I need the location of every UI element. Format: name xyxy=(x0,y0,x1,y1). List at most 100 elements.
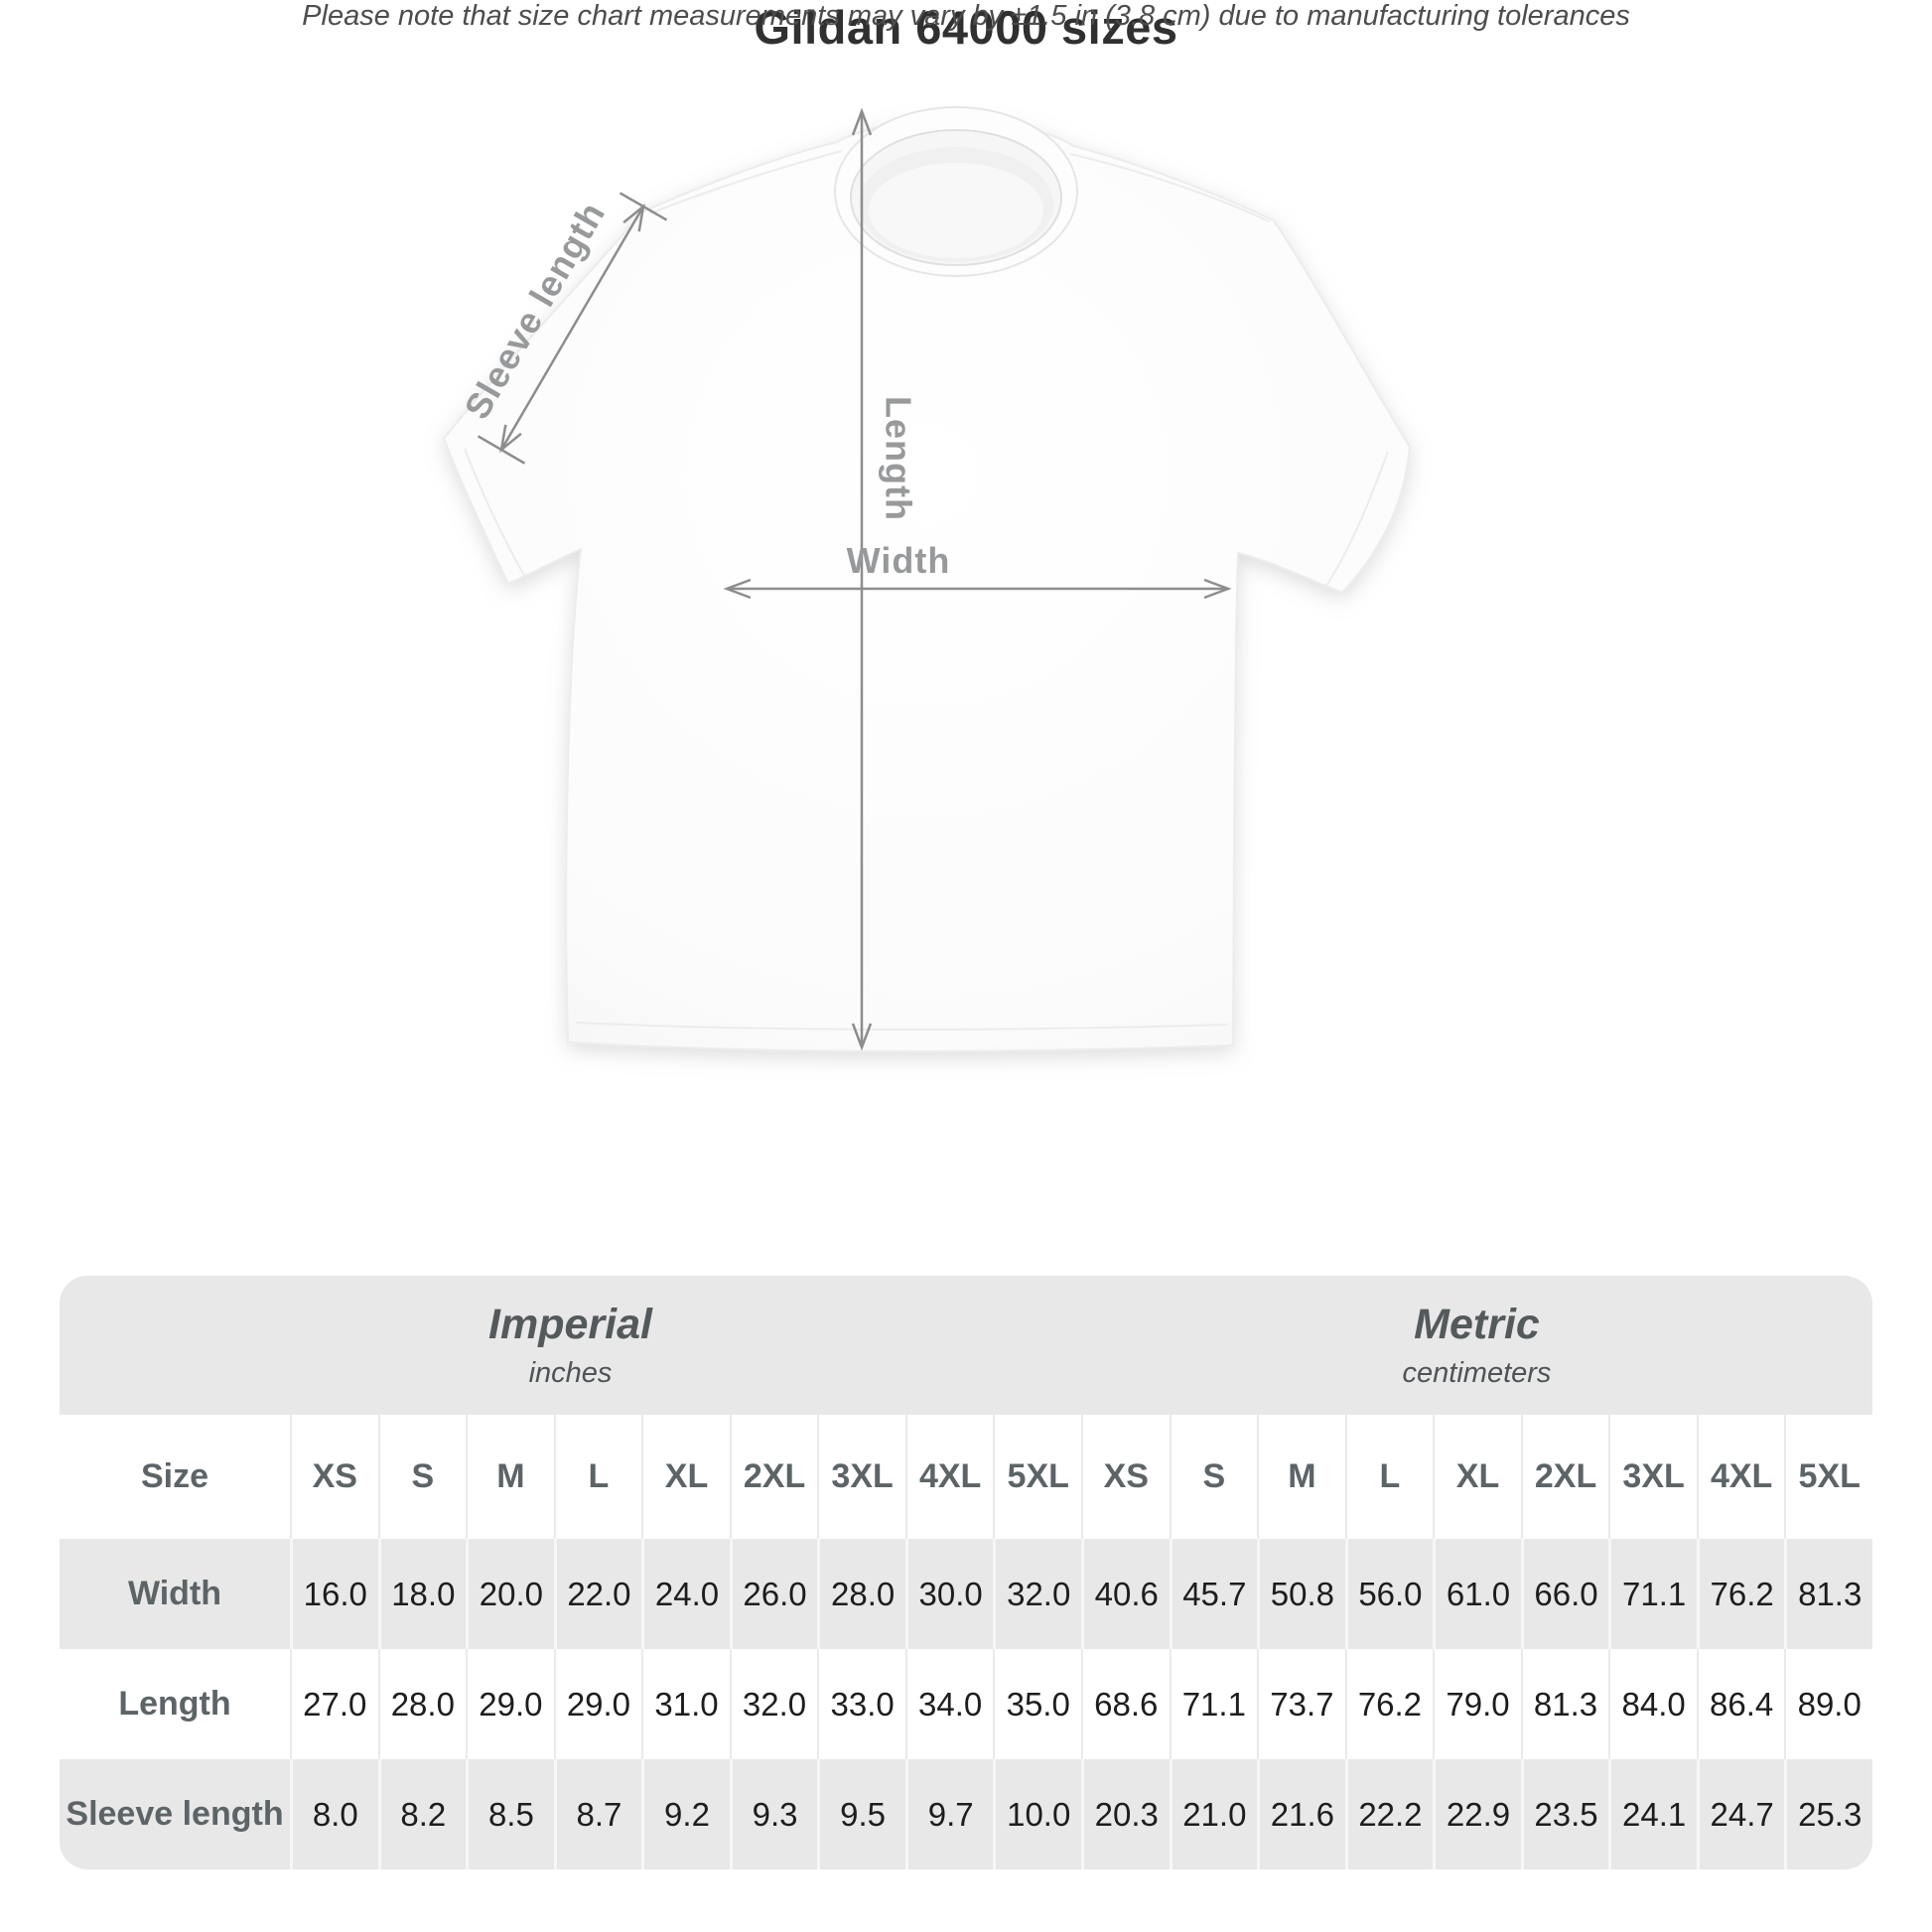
right-cuff-seam xyxy=(1325,451,1389,587)
width-metric-value: 81.3 xyxy=(1784,1539,1872,1649)
width-imperial-value: 18.0 xyxy=(377,1539,467,1649)
sleeve-length-metric-value: 21.0 xyxy=(1169,1759,1258,1869)
size-table-grid: Imperial inches Metric centimeters Size X… xyxy=(60,1276,1872,1869)
row-label-sleeve-length: Sleeve length xyxy=(60,1759,290,1869)
length-imperial-value: 27.0 xyxy=(290,1649,378,1759)
size-header-metric-s: S xyxy=(1169,1415,1258,1539)
length-imperial-value: 29.0 xyxy=(466,1649,554,1759)
left-cuff-seam xyxy=(464,448,527,580)
size-header-metric-2xl: 2XL xyxy=(1520,1415,1609,1539)
tshirt-figure: Length Width Sleeve length xyxy=(442,106,1412,1052)
row-label-length: Length xyxy=(60,1649,290,1759)
size-header-metric-5xl: 5XL xyxy=(1784,1415,1872,1539)
sleeve-length-metric-value: 21.6 xyxy=(1257,1759,1345,1869)
sleeve-length-metric-value: 20.3 xyxy=(1081,1759,1170,1869)
sleeve-length-imperial-value: 9.7 xyxy=(904,1759,994,1869)
size-header-imperial-s: S xyxy=(377,1415,467,1539)
left-shoulder-seam xyxy=(649,150,843,214)
width-metric-value: 71.1 xyxy=(1608,1539,1697,1649)
length-metric-value: 73.7 xyxy=(1257,1649,1345,1759)
size-header-imperial-4xl: 4XL xyxy=(904,1415,994,1539)
sleeve-length-imperial-value: 8.7 xyxy=(553,1759,642,1869)
length-imperial-value: 29.0 xyxy=(553,1649,642,1759)
sleeve-length-imperial-value: 8.2 xyxy=(377,1759,467,1869)
length-imperial-value: 33.0 xyxy=(817,1649,905,1759)
width-label: Width xyxy=(847,540,951,581)
sleeve-length-metric-value: 25.3 xyxy=(1784,1759,1872,1869)
length-imperial-value: 31.0 xyxy=(641,1649,730,1759)
sleeve-length-metric-value: 24.1 xyxy=(1608,1759,1697,1869)
imperial-label: Imperial xyxy=(488,1301,652,1348)
width-imperial-value: 32.0 xyxy=(993,1539,1081,1649)
length-imperial-value: 32.0 xyxy=(729,1649,818,1759)
size-column-header: Size xyxy=(60,1415,290,1539)
sleeve-length-metric-value: 22.9 xyxy=(1433,1759,1521,1869)
width-imperial-value: 22.0 xyxy=(553,1539,642,1649)
size-header-metric-m: M xyxy=(1257,1415,1345,1539)
width-imperial-value: 24.0 xyxy=(641,1539,730,1649)
tolerance-note: Please note that size chart measurements… xyxy=(302,0,1630,32)
width-metric-value: 50.8 xyxy=(1257,1539,1345,1649)
width-metric-value: 66.0 xyxy=(1520,1539,1609,1649)
tshirt-body xyxy=(442,119,1412,1052)
sleeve-arrow-end-tick xyxy=(619,192,668,221)
sleeve-length-imperial-value: 9.3 xyxy=(729,1759,818,1869)
metric-unit-label: centimeters xyxy=(1402,1357,1552,1389)
sleeve-length-metric-value: 23.5 xyxy=(1520,1759,1609,1869)
size-header-imperial-5xl: 5XL xyxy=(993,1415,1081,1539)
size-header-imperial-3xl: 3XL xyxy=(817,1415,905,1539)
size-header-imperial-2xl: 2XL xyxy=(729,1415,818,1539)
right-shoulder-seam xyxy=(1069,153,1270,222)
sleeve-length-arrow xyxy=(477,192,668,465)
size-header-metric-xl: XL xyxy=(1433,1415,1521,1539)
size-header-imperial-m: M xyxy=(466,1415,554,1539)
size-header-metric-4xl: 4XL xyxy=(1696,1415,1785,1539)
metric-label: Metric xyxy=(1414,1301,1540,1348)
imperial-group-header: Imperial inches xyxy=(60,1276,1081,1415)
length-metric-value: 81.3 xyxy=(1520,1649,1609,1759)
sleeve-arrow-end-tick xyxy=(477,435,526,465)
size-header-imperial-xs: XS xyxy=(290,1415,378,1539)
imperial-unit-label: inches xyxy=(528,1357,613,1389)
sleeve-length-imperial-value: 9.5 xyxy=(817,1759,905,1869)
width-metric-value: 45.7 xyxy=(1169,1539,1258,1649)
length-metric-value: 76.2 xyxy=(1344,1649,1434,1759)
width-imperial-value: 16.0 xyxy=(290,1539,378,1649)
width-metric-value: 76.2 xyxy=(1696,1539,1785,1649)
row-label-width: Width xyxy=(60,1539,290,1649)
size-header-metric-3xl: 3XL xyxy=(1608,1415,1697,1539)
width-metric-value: 61.0 xyxy=(1433,1539,1521,1649)
page-title: Gildan 64000 sizes xyxy=(754,1,1178,54)
sleeve-length-imperial-value: 9.2 xyxy=(641,1759,730,1869)
length-arrow xyxy=(851,107,873,1051)
length-metric-value: 71.1 xyxy=(1169,1649,1258,1759)
size-header-metric-l: L xyxy=(1344,1415,1434,1539)
length-imperial-value: 34.0 xyxy=(904,1649,994,1759)
size-header-imperial-xl: XL xyxy=(641,1415,730,1539)
length-label: Length xyxy=(878,396,918,521)
hem-stitch xyxy=(575,1022,1228,1031)
sleeve-length-imperial-value: 10.0 xyxy=(993,1759,1081,1869)
width-metric-value: 40.6 xyxy=(1081,1539,1170,1649)
size-header-imperial-l: L xyxy=(553,1415,642,1539)
sleeve-length-imperial-value: 8.5 xyxy=(466,1759,554,1869)
sleeve-length-metric-value: 22.2 xyxy=(1344,1759,1434,1869)
sleeve-length-imperial-value: 8.0 xyxy=(290,1759,378,1869)
length-imperial-value: 28.0 xyxy=(377,1649,467,1759)
width-imperial-value: 20.0 xyxy=(466,1539,554,1649)
width-imperial-value: 26.0 xyxy=(729,1539,818,1649)
tshirt-graphic xyxy=(442,119,1412,1052)
length-metric-value: 68.6 xyxy=(1081,1649,1170,1759)
size-header-metric-xs: XS xyxy=(1081,1415,1170,1539)
length-imperial-value: 35.0 xyxy=(993,1649,1081,1759)
width-imperial-value: 28.0 xyxy=(817,1539,905,1649)
width-imperial-value: 30.0 xyxy=(904,1539,994,1649)
length-metric-value: 79.0 xyxy=(1433,1649,1521,1759)
width-arrow xyxy=(723,578,1232,600)
length-metric-value: 89.0 xyxy=(1784,1649,1872,1759)
length-metric-value: 86.4 xyxy=(1696,1649,1785,1759)
width-metric-value: 56.0 xyxy=(1344,1539,1434,1649)
sleeve-length-metric-value: 24.7 xyxy=(1696,1759,1785,1869)
metric-group-header: Metric centimeters xyxy=(1081,1276,1872,1415)
